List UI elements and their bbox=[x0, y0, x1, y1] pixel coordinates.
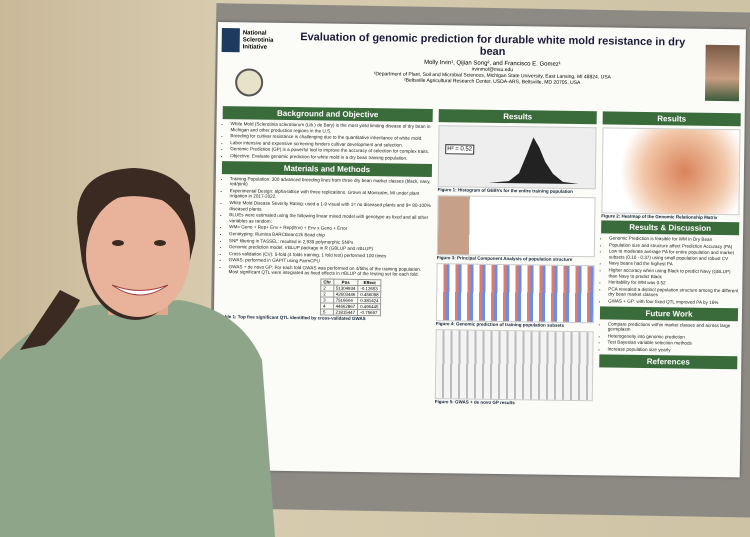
sweater bbox=[0, 300, 275, 537]
eye bbox=[154, 240, 166, 246]
histogram-shape bbox=[488, 137, 579, 185]
face bbox=[86, 193, 190, 317]
column-middle: Results H² = 0.52 Figure 1: Histogram of… bbox=[435, 109, 597, 406]
ponytail bbox=[20, 290, 80, 350]
poster: National Sclerotinia Initiative Evaluati… bbox=[211, 22, 746, 478]
bangs bbox=[88, 177, 190, 215]
smile bbox=[111, 284, 169, 296]
histogram-figure: H² = 0.52 bbox=[437, 125, 597, 190]
eye bbox=[112, 240, 124, 246]
